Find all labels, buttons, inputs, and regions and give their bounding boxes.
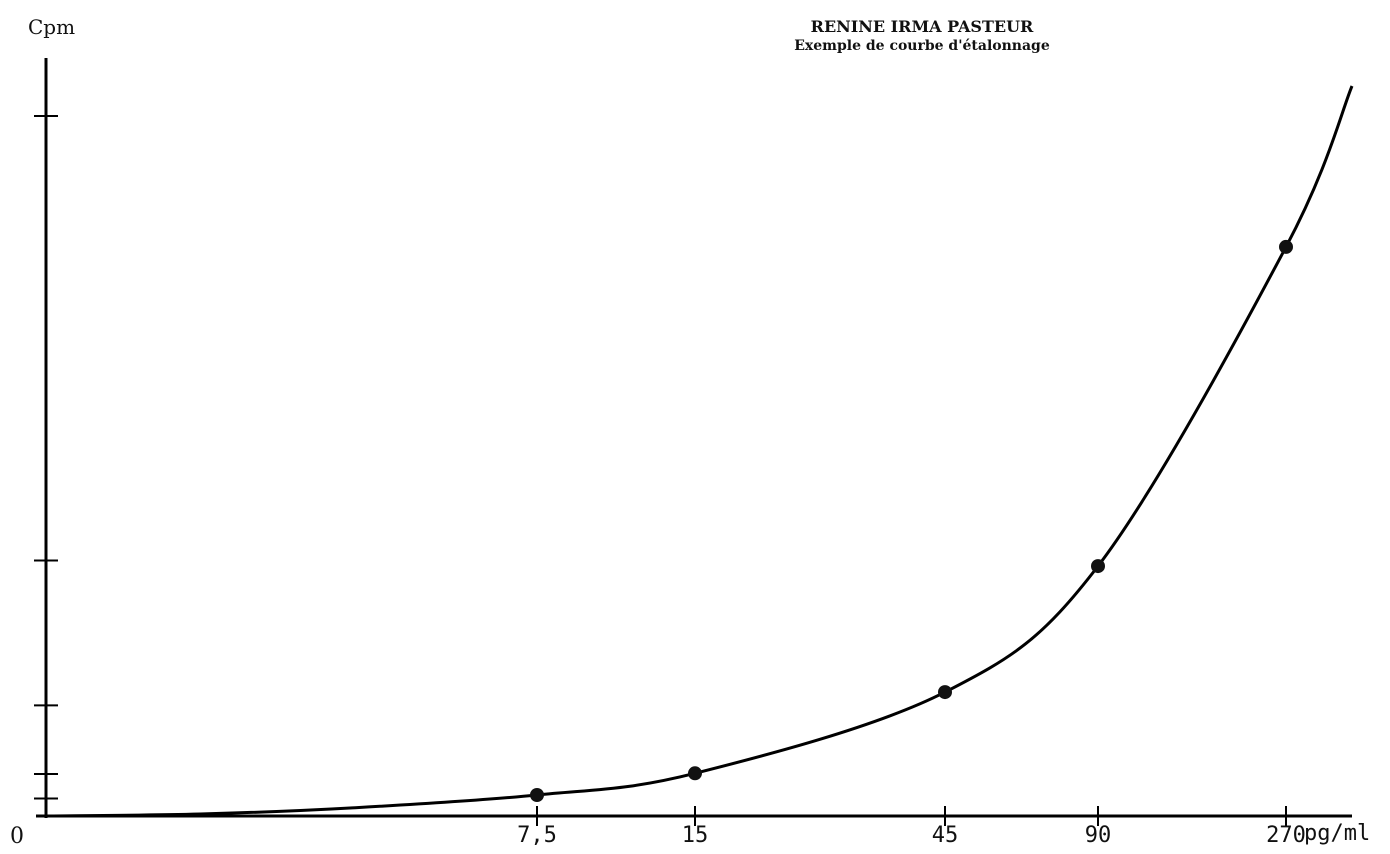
- data-point-0: [530, 788, 544, 802]
- x-axis-label: pg/ml: [1304, 821, 1370, 846]
- x-tick-label-1: 15: [682, 823, 709, 848]
- data-point-4: [1279, 239, 1293, 254]
- x-tick-label-0: 7,5: [517, 823, 557, 848]
- chart-subtitle: Exemple de courbe d'étalonnage: [794, 38, 1050, 54]
- x-ticks: 7,5 15 45 90 270: [517, 806, 1306, 848]
- origin-label: 0: [10, 824, 24, 849]
- x-tick-label-2: 45: [932, 823, 959, 848]
- data-point-1: [688, 766, 702, 781]
- data-point-3: [1091, 559, 1105, 574]
- data-points: [530, 239, 1293, 802]
- chart-title: RENINE IRMA PASTEUR: [811, 17, 1034, 36]
- calibration-curve: [45, 85, 1354, 818]
- data-point-2: [938, 685, 952, 700]
- x-tick-label-3: 90: [1085, 823, 1112, 848]
- y-ticks: [34, 115, 58, 800]
- y-axis-label: Cpm: [28, 15, 75, 39]
- x-tick-label-4: 270: [1266, 823, 1306, 848]
